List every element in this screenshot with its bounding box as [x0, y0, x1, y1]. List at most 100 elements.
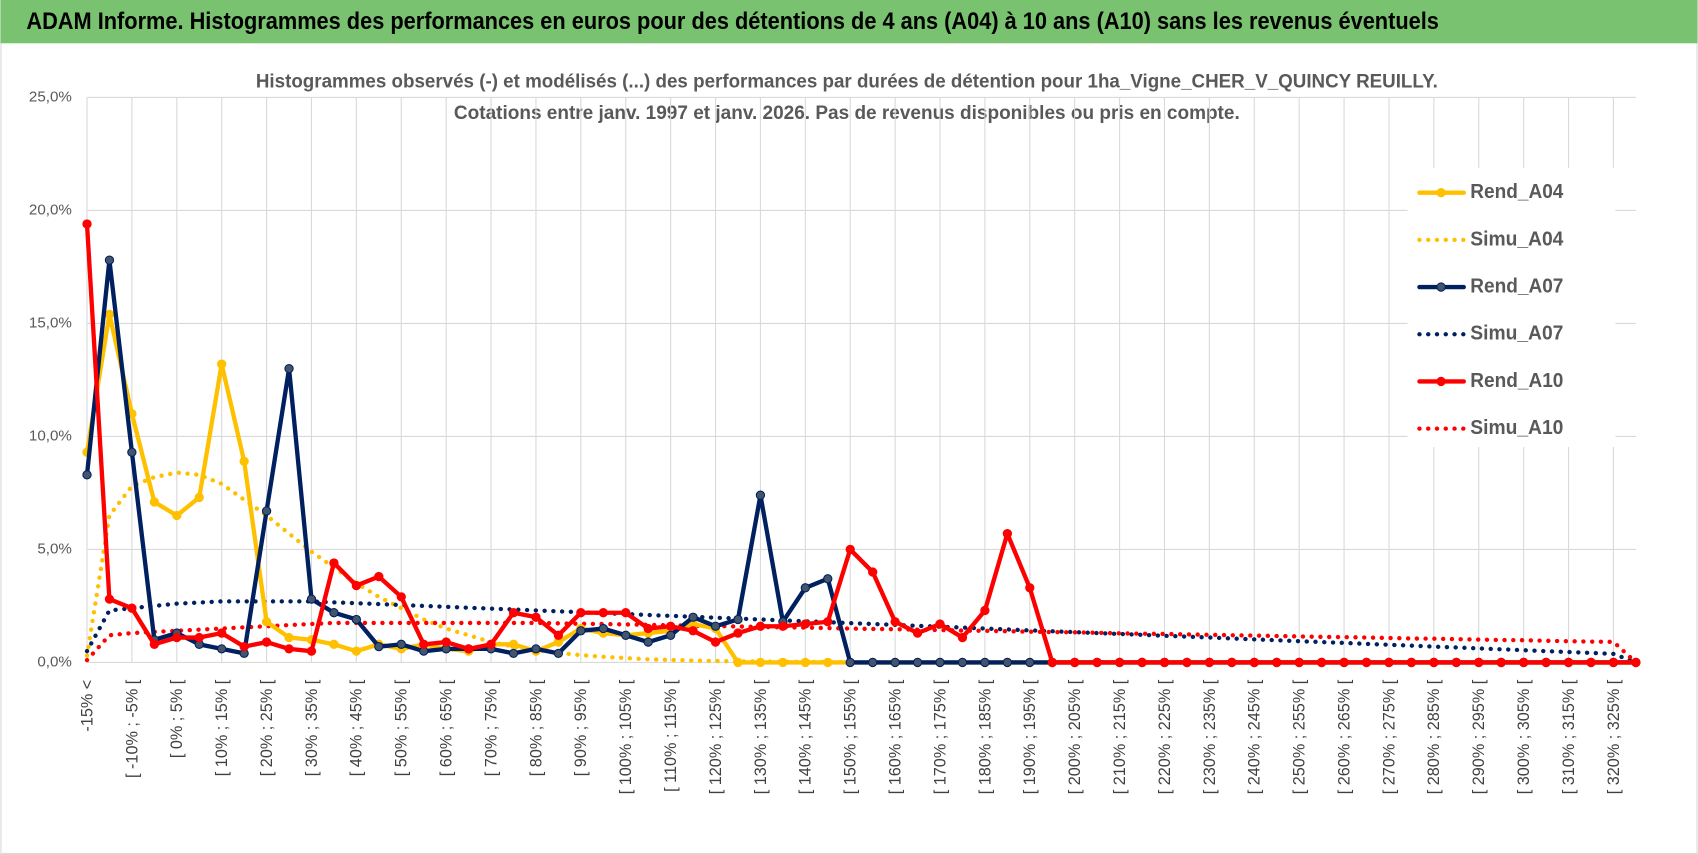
series-marker: [1204, 657, 1215, 668]
series-marker: [1137, 657, 1147, 668]
series-marker: [845, 657, 855, 668]
series-marker: [957, 657, 968, 668]
series-marker: [733, 614, 743, 625]
series-marker: [396, 592, 406, 602]
series-marker: [980, 605, 990, 616]
series-marker: [284, 644, 294, 654]
series-marker: [1294, 657, 1304, 668]
legend-marker: [1436, 376, 1446, 387]
series-marker: [665, 621, 676, 631]
series-marker: [351, 646, 362, 656]
series-marker: [127, 603, 137, 613]
series-marker: [217, 628, 227, 638]
series-marker: [643, 637, 653, 647]
series-marker: [82, 219, 92, 229]
series-line: [84, 599, 1639, 665]
series-marker: [823, 657, 833, 668]
series-marker: [306, 594, 317, 604]
x-tick-label: [ 20% ; 25% [: [258, 679, 276, 776]
series-marker: [890, 617, 900, 627]
series-marker: [374, 571, 384, 582]
series-marker: [217, 359, 227, 369]
series-marker: [845, 544, 855, 555]
chart-title: Histogrammes observés (-) et modélisés (…: [256, 70, 1438, 92]
x-tick-label: [ 110% ; 115% [: [662, 679, 680, 792]
series-marker: [935, 619, 945, 629]
series-marker: [1159, 657, 1170, 668]
x-tick-label: [ 190% ; 195% [: [1021, 679, 1039, 794]
series-marker: [1608, 657, 1619, 668]
series-marker: [261, 637, 272, 647]
x-tick-label: [ 90% ; 95% [: [572, 679, 590, 776]
header-bar: [0, 0, 1698, 44]
legend-marker: [1436, 188, 1446, 198]
series-marker: [351, 580, 362, 591]
grid: -15% < [ -10% ; -5% [[ 0% ; 5% [[ 10% ; 1…: [29, 88, 1636, 794]
series-marker: [598, 623, 608, 634]
series-marker: [194, 492, 204, 503]
x-tick-label: [ 150% ; 155% [: [842, 679, 860, 794]
x-tick-label: [ 60% ; 65% [: [438, 679, 456, 776]
y-tick-label: 5,0%: [37, 540, 72, 557]
x-tick-label: [ 80% ; 85% [: [527, 679, 545, 776]
x-tick-label: [ 270% ; 275% [: [1380, 679, 1398, 794]
series-marker: [1047, 657, 1057, 668]
x-tick-label: [ -10% ; -5% [: [123, 679, 141, 778]
series-marker: [778, 657, 788, 668]
series-marker: [441, 637, 451, 647]
x-tick-label: [ 10% ; 15% [: [213, 679, 231, 776]
y-tick-label: 25,0%: [29, 88, 72, 105]
legend: Rend_A04 Simu_A04 Rend_A07 Simu_A07 Rend_A10…: [1407, 167, 1616, 448]
series-marker: [688, 612, 698, 622]
series-marker: [486, 639, 496, 649]
series-marker: [800, 657, 810, 668]
series-marker: [1361, 657, 1372, 668]
series-marker: [1586, 657, 1596, 668]
series-marker: [1002, 657, 1013, 668]
series-marker: [1631, 657, 1641, 668]
series-marker: [239, 641, 249, 652]
series-marker: [508, 639, 519, 649]
series-marker: [935, 657, 945, 668]
series-marker: [104, 309, 115, 320]
x-tick-label: [ 130% ; 135% [: [752, 679, 770, 794]
series-marker: [1070, 657, 1080, 668]
x-tick-label: [ 50% ; 55% [: [393, 679, 411, 776]
legend-box: [1407, 167, 1616, 448]
series-marker: [82, 470, 92, 480]
series-marker: [800, 619, 810, 629]
series-marker: [1025, 657, 1035, 668]
series-marker: [239, 456, 249, 466]
series-marker: [1114, 657, 1125, 668]
series-marker: [823, 617, 833, 627]
x-tick-label: [ 200% ; 205% [: [1066, 679, 1084, 794]
series-marker: [329, 639, 339, 649]
series-marker: [710, 637, 721, 647]
y-tick-label: 0,0%: [37, 653, 72, 670]
legend-label: Rend_A07: [1470, 274, 1563, 297]
series-marker: [778, 621, 788, 631]
series-marker: [172, 632, 182, 643]
series-marker: [306, 646, 317, 656]
series-marker: [957, 632, 968, 643]
x-tick-label: [ 170% ; 175% [: [931, 679, 949, 794]
x-tick-label: [ 290% ; 295% [: [1470, 679, 1488, 794]
series-marker: [1563, 657, 1574, 668]
series-marker: [172, 510, 182, 521]
series-marker: [576, 608, 586, 618]
series-marker: [800, 583, 810, 593]
legend-label: Simu_A04: [1470, 227, 1564, 250]
x-tick-label: [ 40% ; 45% [: [348, 679, 366, 776]
x-tick-label: [ 210% ; 215% [: [1111, 679, 1129, 794]
series-marker: [284, 363, 294, 374]
chart-subtitle: Cotations entre janv. 1997 et janv. 2026…: [454, 102, 1240, 124]
series-marker: [374, 641, 384, 652]
x-tick-label: [ 160% ; 165% [: [886, 679, 904, 794]
x-tick-label: [ 320% ; 325% [: [1605, 679, 1623, 794]
series-marker: [553, 648, 564, 659]
x-tick-label: [ 180% ; 185% [: [976, 679, 994, 794]
series-marker: [1227, 657, 1237, 668]
legend-label: Simu_A07: [1470, 322, 1563, 345]
series-marker: [912, 657, 923, 668]
